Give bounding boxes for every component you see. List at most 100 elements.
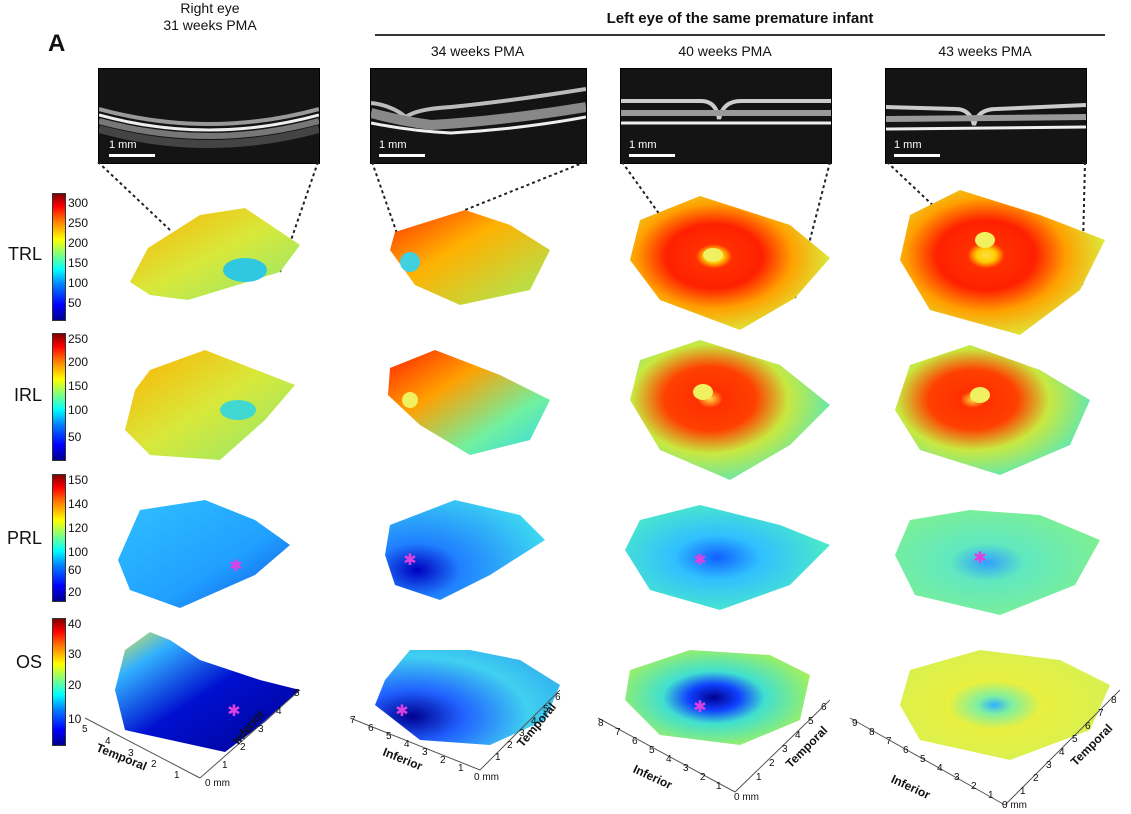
irl-fovea-34w <box>402 392 418 408</box>
axis-tick: 7 <box>886 736 892 747</box>
axis-tick: 1 <box>716 781 722 792</box>
column-header-right-eye: Right eye 31 weeks PMA <box>130 0 290 34</box>
column-header-43: 43 weeks PMA <box>938 43 1032 59</box>
axis-tick: 3 <box>683 763 689 774</box>
tick: 60 <box>68 563 82 577</box>
irl-map-40w <box>630 340 830 480</box>
row-label-prl: PRL <box>6 528 42 548</box>
scale-bar-label: 1 mm <box>894 139 922 151</box>
star-icon: ✱ <box>693 552 706 569</box>
trl-map-40w <box>630 196 830 330</box>
axis-tick: 4 <box>666 754 672 765</box>
axis-tick: 5 <box>920 754 926 765</box>
axis-tick: 6 <box>821 702 827 713</box>
axis-tick: 3 <box>258 724 264 735</box>
axis-tick: 5 <box>82 724 88 735</box>
tick: 100 <box>68 276 89 290</box>
tick: 50 <box>68 430 82 444</box>
os-map-43w <box>900 650 1110 760</box>
tick: 50 <box>68 296 82 310</box>
axis-origin: 0 mm <box>734 792 759 803</box>
axis-origin: 0 mm <box>474 772 499 783</box>
axis-tick: 2 <box>1033 773 1039 784</box>
axis-tick: 2 <box>151 759 157 770</box>
colorbar-trl <box>52 193 66 321</box>
prl-map-43w <box>895 510 1100 615</box>
tick: 30 <box>68 647 82 661</box>
axis-tick: 1 <box>458 763 464 774</box>
group-title: Left eye of the same premature infant <box>606 10 874 27</box>
tick: 10 <box>68 712 82 726</box>
axis-tick: 5 <box>294 688 300 699</box>
axis-tick: 1 <box>222 760 228 771</box>
tick: 100 <box>68 545 89 559</box>
trl-map-34w <box>390 210 550 305</box>
column-header-40: 40 weeks PMA <box>678 43 772 59</box>
tick: 20 <box>68 585 82 599</box>
oct-bscan-43w: 1 mm <box>885 68 1087 164</box>
panel-letter: A <box>48 30 66 57</box>
irl-fovea-43w <box>970 387 990 403</box>
os-map-31w <box>115 632 300 752</box>
axis-tick: 5 <box>386 731 392 742</box>
axis-tick: 4 <box>105 736 111 747</box>
axis-tick: 7 <box>350 715 356 726</box>
tick: 150 <box>68 256 89 270</box>
axis-tick: 2 <box>440 755 446 766</box>
scale-bar: 1 mm <box>109 139 155 157</box>
tick: 250 <box>68 216 89 230</box>
axis-origin: 0 mm <box>205 778 230 789</box>
os-map-40w <box>625 650 810 745</box>
scale-bar-label: 1 mm <box>379 139 407 151</box>
axis-tick: 4 <box>531 716 537 727</box>
star-icon: ✱ <box>227 703 240 720</box>
oct-bscan-40w: 1 mm <box>620 68 832 164</box>
row-label-irl: IRL <box>13 385 42 405</box>
scale-bar-label: 1 mm <box>629 139 657 151</box>
tick: 40 <box>68 617 82 631</box>
irl-map-34w <box>388 350 550 455</box>
axis-tick: 6 <box>555 692 561 703</box>
tick: 200 <box>68 236 89 250</box>
trl-fovea-43w <box>975 232 995 248</box>
colorbar-prl <box>52 474 66 602</box>
axis-tick: 9 <box>852 718 858 729</box>
axis-tick: 3 <box>519 728 525 739</box>
axis-tick: 2 <box>240 742 246 753</box>
star-icon: ✱ <box>973 550 986 567</box>
axis-tick: 1 <box>174 770 180 781</box>
axis-tick: 4 <box>1059 747 1065 758</box>
axis-tick: 1 <box>988 790 994 801</box>
axis-tick: 3 <box>1046 760 1052 771</box>
axis-tick: 3 <box>782 744 788 755</box>
axis-tick: 1 <box>495 752 501 763</box>
colorbar-os <box>52 618 66 746</box>
column-header-line1: Right eye <box>180 0 240 16</box>
colorbar-irl <box>52 333 66 461</box>
scale-bar: 1 mm <box>629 139 675 157</box>
column-header-line2: 31 weeks PMA <box>163 17 257 33</box>
axis-tick: 2 <box>700 772 706 783</box>
tick: 20 <box>68 678 82 692</box>
oct-bscan-31w: 1 mm <box>98 68 320 164</box>
scale-bar: 1 mm <box>894 139 940 157</box>
axis-tick: 6 <box>1085 721 1091 732</box>
axis-tick: 6 <box>632 736 638 747</box>
axis-tick: 2 <box>507 740 513 751</box>
star-icon: ✱ <box>395 703 408 720</box>
axis-tick: 4 <box>404 739 410 750</box>
trl-fovea-40w <box>703 248 723 262</box>
tick: 250 <box>68 332 89 346</box>
axis-tick: 2 <box>971 781 977 792</box>
star-icon: ✱ <box>229 558 242 575</box>
scale-bar-label: 1 mm <box>109 139 137 151</box>
axis-tick: 7 <box>615 727 621 738</box>
tick: 120 <box>68 521 89 535</box>
axis-tick: 4 <box>795 730 801 741</box>
axis-tick: 6 <box>903 745 909 756</box>
tick: 150 <box>68 379 89 393</box>
os-map-34w <box>375 650 560 745</box>
axis-tick: 6 <box>368 723 374 734</box>
axis-tick: 8 <box>598 718 604 729</box>
